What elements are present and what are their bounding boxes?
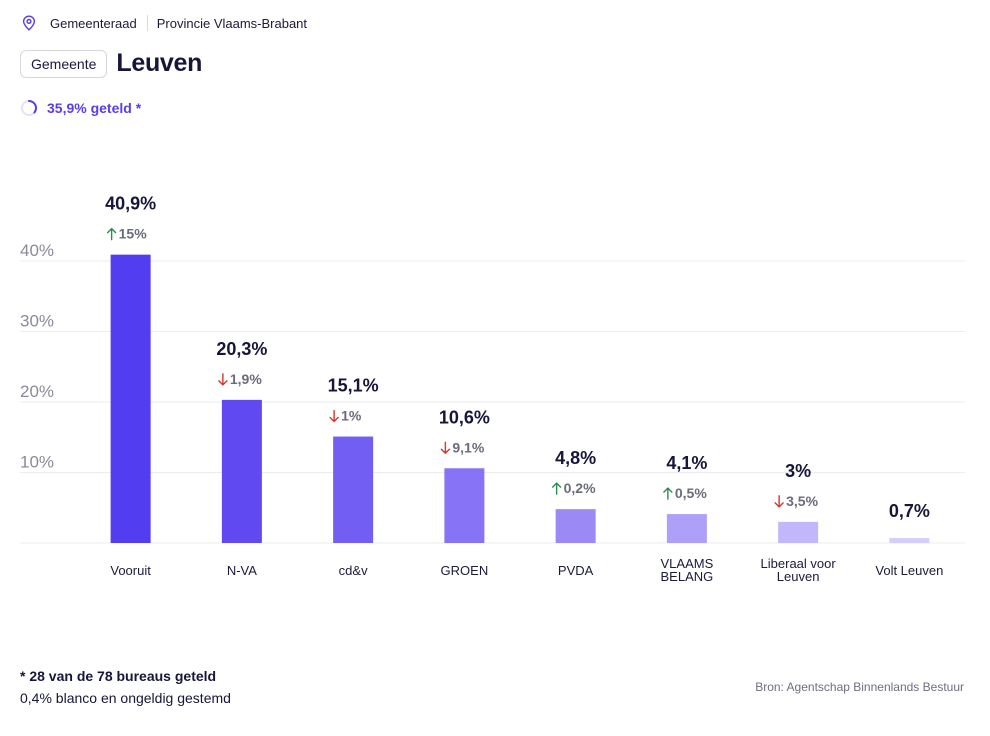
bar-value-label: 10,6% <box>439 407 490 427</box>
counted-bureaus-note: * 28 van de 78 bureaus geteld <box>20 668 217 684</box>
y-tick-label: 10% <box>20 453 54 472</box>
category-label: GROEN <box>441 563 489 578</box>
location-pin-icon <box>22 15 36 31</box>
change-label: 0,2% <box>564 480 596 496</box>
arrow-up-icon <box>663 487 673 500</box>
bar <box>555 509 596 543</box>
bar <box>666 514 707 543</box>
bar-value-label: 0,7% <box>889 501 930 521</box>
change-label: 0,5% <box>675 485 707 501</box>
arrow-up-icon <box>106 227 117 241</box>
category-label: PVDA <box>558 563 594 578</box>
source-note: Bron: Agentschap Binnenlands Bestuur <box>755 680 964 694</box>
y-tick-label: 20% <box>20 382 54 401</box>
change-label: 3,5% <box>786 493 818 509</box>
change-label: 1% <box>341 408 362 424</box>
bar <box>778 521 819 543</box>
progress-ring-icon <box>21 100 37 116</box>
bar <box>333 436 374 543</box>
change-label: 9,1% <box>452 439 484 455</box>
category-label: Leuven <box>777 569 820 584</box>
arrow-down-icon <box>218 373 228 386</box>
category-label: Vooruit <box>110 563 151 578</box>
breadcrumb: Gemeenteraad Provincie Vlaams-Brabant <box>22 14 307 32</box>
category-label: Liberaal voor <box>761 556 837 571</box>
bar-value-label: 20,3% <box>216 339 267 359</box>
y-tick-label: 30% <box>20 312 54 331</box>
progress-label: 35,9% geteld * <box>47 100 142 116</box>
bar <box>444 468 485 543</box>
arrow-down-icon <box>440 441 451 454</box>
bar-value-label: 15,1% <box>328 376 379 396</box>
page-title: Leuven <box>116 49 203 77</box>
count-progress: 35,9% geteld * <box>20 99 141 117</box>
arrow-down-icon <box>774 495 784 508</box>
bar-value-label: 40,9% <box>105 194 156 214</box>
title-row: Gemeente Leuven <box>20 49 202 78</box>
category-label: N-VA <box>227 563 257 578</box>
arrow-down-icon <box>329 409 339 423</box>
level-chip: Gemeente <box>20 49 108 78</box>
y-tick-label: 40% <box>20 241 54 260</box>
arrow-up-icon <box>551 482 562 495</box>
category-label: Volt Leuven <box>875 563 943 578</box>
category-label: VLAAMS <box>661 556 714 571</box>
bar <box>889 538 930 543</box>
breadcrumb-item-province[interactable]: Provincie Vlaams-Brabant <box>156 15 308 31</box>
blank-invalid-note: 0,4% blanco en ongeldig gestemd <box>20 690 231 706</box>
bar-value-label: 3% <box>785 461 811 481</box>
category-label: BELANG <box>661 569 714 584</box>
category-label: cd&v <box>339 563 368 578</box>
bar-value-label: 4,8% <box>555 448 596 468</box>
bar <box>110 254 151 543</box>
bar-value-label: 4,1% <box>666 453 707 473</box>
breadcrumb-item-council[interactable]: Gemeenteraad <box>50 15 137 31</box>
breadcrumb-separator <box>146 15 148 31</box>
change-label: 1,9% <box>230 371 262 387</box>
change-label: 15% <box>119 226 148 242</box>
bar <box>221 399 262 543</box>
results-bar-chart: 10% 20% 30% 40% 40,9% 15% Vooruit 20,3% 1,9% N-VA… <box>20 194 965 584</box>
